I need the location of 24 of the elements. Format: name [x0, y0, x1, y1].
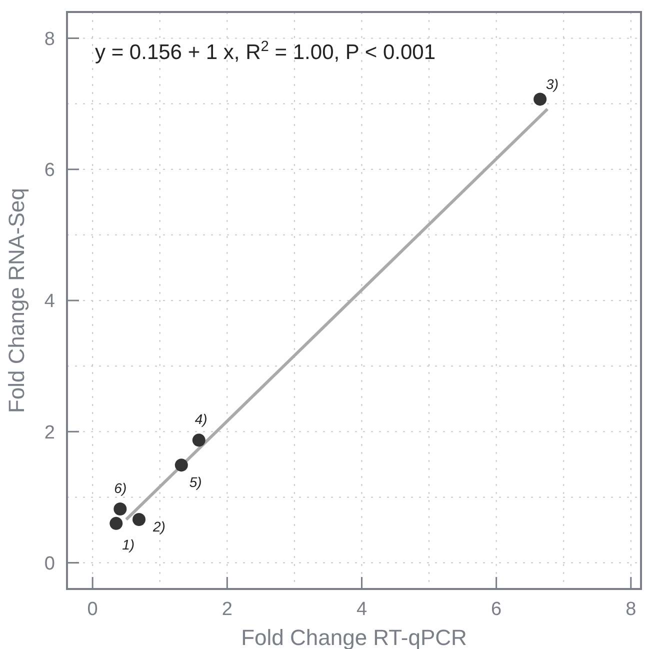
y-axis-title: Fold Change RNA-Seq — [4, 188, 29, 414]
y-tick-label: 2 — [44, 422, 55, 444]
x-tick-label: 6 — [491, 599, 502, 620]
point — [132, 513, 146, 526]
point — [192, 434, 206, 447]
annotation: 5) — [189, 474, 202, 490]
annotation: 1) — [122, 536, 135, 552]
point — [114, 502, 127, 516]
point — [110, 516, 123, 530]
y-tick-label: 8 — [44, 28, 55, 50]
point — [534, 92, 547, 106]
x-tick-label: 0 — [87, 599, 98, 620]
annotation: 4) — [194, 411, 208, 428]
annotation: 2) — [152, 518, 166, 534]
annotation: y = 0.156 + 1 x, R$^{2}$ = 1.00, P < 0.001 — [95, 39, 436, 64]
y-tick-label: 0 — [44, 553, 55, 574]
x-tick-label: 4 — [356, 599, 368, 620]
y-tick-label: 4 — [44, 291, 56, 312]
x-tick-label: 2 — [222, 599, 232, 620]
y-tick-label: 6 — [44, 160, 55, 182]
point — [174, 458, 188, 472]
annotation: 3) — [546, 76, 559, 92]
annotation: 6) — [114, 480, 127, 496]
x-tick-label: 8 — [626, 599, 636, 620]
